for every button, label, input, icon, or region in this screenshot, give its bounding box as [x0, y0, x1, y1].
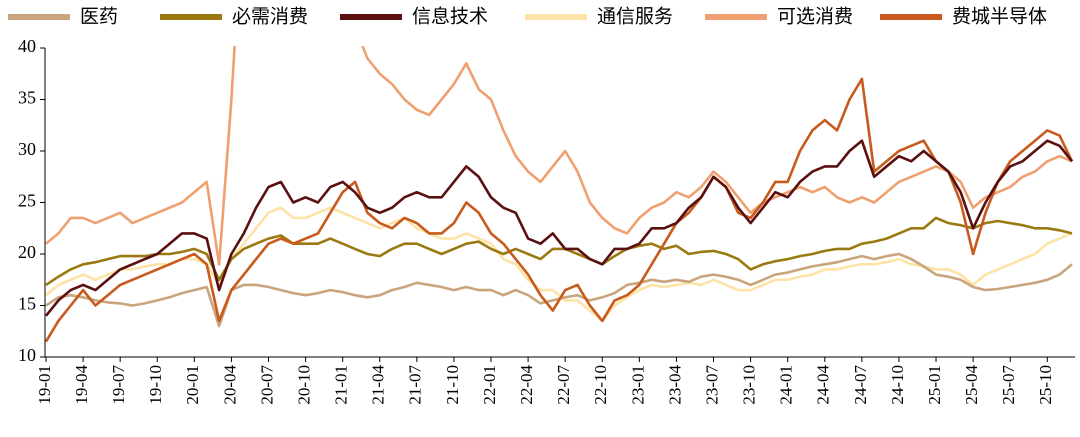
x-tick-label: 23-07 — [702, 365, 721, 405]
x-tick-label: 25-04 — [962, 365, 981, 405]
y-tick-label: 10 — [18, 345, 36, 365]
legend-label: 信息技术 — [412, 6, 488, 28]
legend-label: 可选消费 — [777, 6, 853, 28]
x-tick-label: 22-10 — [591, 365, 610, 405]
x-tick-label: 21-07 — [406, 365, 425, 405]
x-tick-label: 21-10 — [443, 365, 462, 405]
x-tick-label: 21-04 — [369, 365, 388, 405]
x-tick-label: 25-10 — [1036, 365, 1055, 405]
x-tick-label: 19-07 — [109, 365, 128, 405]
x-tick-label: 22-04 — [517, 365, 536, 405]
legend-label: 通信服务 — [597, 6, 673, 28]
series-line — [45, 139, 1074, 317]
series-line — [45, 216, 1073, 286]
y-tick-label: 15 — [18, 294, 36, 314]
plot-area — [45, 46, 1074, 343]
legend-label: 必需消费 — [232, 6, 308, 28]
x-tick-label: 25-07 — [999, 365, 1018, 405]
x-tick-label: 24-07 — [851, 365, 870, 405]
x-tick-label: 23-04 — [665, 365, 684, 405]
x-tick-label: 20-01 — [183, 365, 202, 405]
x-tick-label: 20-10 — [294, 365, 313, 405]
x-tick-label: 19-01 — [35, 365, 54, 405]
x-tick-label: 23-10 — [740, 365, 759, 405]
series-line — [45, 46, 1073, 266]
x-tick-label: 21-01 — [332, 365, 351, 405]
y-tick-label: 35 — [18, 88, 36, 108]
legend-label: 医药 — [80, 6, 118, 28]
x-tick-label: 25-01 — [925, 365, 944, 405]
x-tick-label: 19-10 — [146, 365, 165, 405]
legend-label: 费城半导体 — [952, 6, 1047, 28]
x-tick-label: 22-07 — [554, 365, 573, 405]
x-tick-label: 20-07 — [257, 365, 276, 405]
x-tick-label: 19-04 — [72, 365, 91, 405]
x-tick-label: 20-04 — [220, 365, 239, 405]
x-tick-label: 24-10 — [888, 365, 907, 405]
x-tick-label: 22-01 — [480, 365, 499, 405]
y-tick-label: 40 — [18, 36, 36, 56]
x-tick-label: 23-01 — [628, 365, 647, 405]
series-line — [45, 77, 1074, 343]
y-tick-label: 30 — [18, 139, 36, 159]
y-tick-label: 20 — [18, 242, 36, 262]
x-tick-label: 24-04 — [814, 365, 833, 405]
y-tick-label: 25 — [18, 191, 36, 211]
x-tick-label: 24-01 — [777, 365, 796, 405]
